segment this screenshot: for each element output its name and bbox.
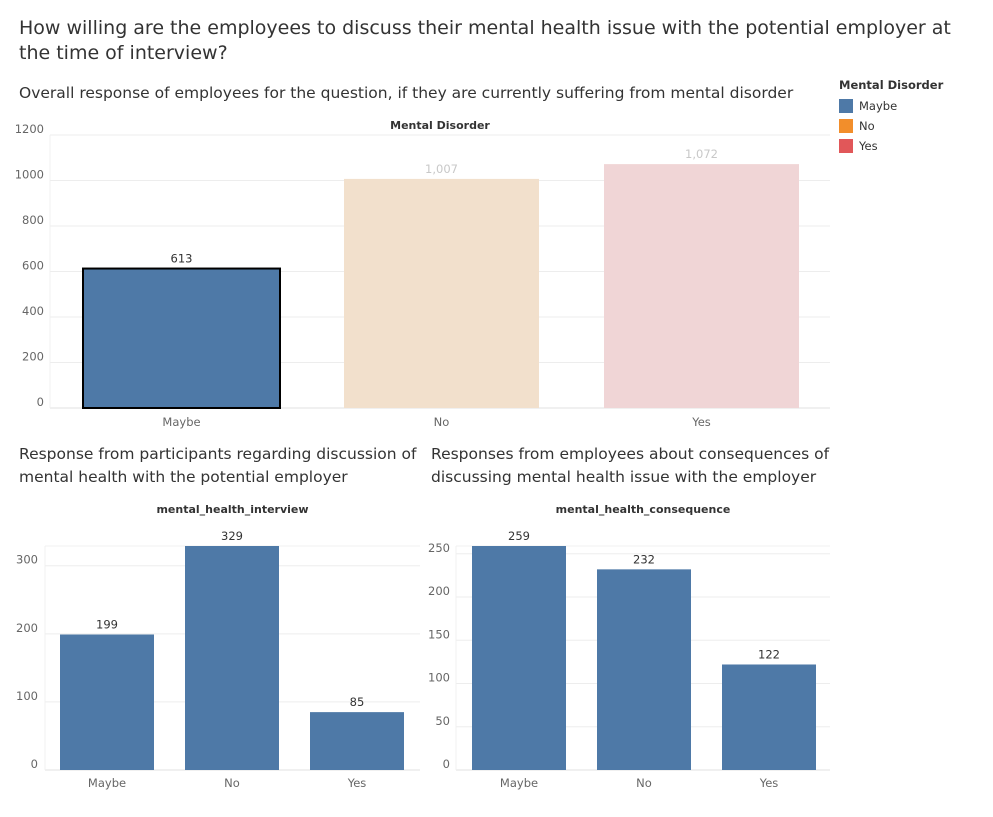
chart3-category-label-yes: Yes (759, 776, 779, 790)
chart3-bar-no (597, 569, 691, 770)
chart3-y-tick-label: 150 (428, 627, 450, 641)
chart2-header: mental_health_interview (156, 503, 308, 516)
chart1-y-tick-label: 800 (22, 213, 44, 227)
legend-label-yes: Yes (859, 139, 878, 153)
chart3-header: mental_health_consequence (556, 503, 731, 516)
chart2-y-tick-label: 100 (16, 689, 38, 703)
mental-disorder-chart: Mental Disorder 0 200 400 600 800 1000 1200 613 M… (15, 119, 830, 429)
chart3-y-tick-label: 200 (428, 584, 450, 598)
chart3-bar-yes (722, 664, 816, 770)
chart1-y-tick-label: 1200 (15, 122, 44, 136)
chart2-category-label-no: No (224, 776, 240, 790)
legend-item-maybe[interactable]: Maybe (839, 96, 943, 116)
legend-swatch-maybe (839, 99, 853, 113)
chart1-value-label-yes: 1,072 (685, 147, 718, 161)
chart1-bar-no (344, 178, 539, 408)
chart1-bar-yes (604, 164, 799, 408)
legend-swatch-yes (839, 139, 853, 153)
legend-label-maybe: Maybe (859, 99, 898, 113)
chart2-value-label-no: 329 (221, 529, 243, 543)
legend-label-no: No (859, 119, 875, 133)
chart1-value-label-maybe: 613 (171, 252, 193, 266)
chart1-category-label-no: No (434, 415, 450, 429)
chart3-subtitle: Responses from employees about consequen… (431, 445, 830, 486)
chart2-y-tick-label: 0 (31, 757, 38, 771)
chart3-category-label-no: No (636, 776, 652, 790)
chart2-y-tick-label: 300 (16, 553, 38, 567)
chart3-bar-maybe (472, 546, 566, 770)
chart2-value-label-maybe: 199 (96, 618, 118, 632)
chart3-y-tick-label: 0 (443, 757, 450, 771)
page-title: How willing are the employees to discuss… (19, 17, 951, 64)
chart1-category-label-yes: Yes (691, 415, 711, 429)
legend: Mental Disorder Maybe No Yes (839, 78, 943, 156)
chart1-category-label-maybe: Maybe (162, 415, 200, 429)
chart2-y-tick-label: 200 (16, 621, 38, 635)
mental-health-consequence-chart: mental_health_consequence 0 50 100 150 200 250… (428, 503, 830, 790)
chart3-y-tick-label: 50 (435, 714, 450, 728)
mental-health-interview-chart: mental_health_interview 0 100 200 300 199 Mayb… (16, 503, 420, 790)
legend-swatch-no (839, 119, 853, 133)
chart3-y-tick-label: 250 (428, 541, 450, 555)
legend-title: Mental Disorder (839, 78, 944, 92)
chart2-subtitle: Response from participants regarding dis… (19, 445, 417, 486)
legend-item-yes[interactable]: Yes (839, 136, 943, 156)
chart2-bar-no (185, 546, 279, 770)
chart2-bar-yes (310, 712, 404, 770)
legend-item-no[interactable]: No (839, 116, 943, 136)
chart2-value-label-yes: 85 (350, 695, 365, 709)
chart3-y-tick-label: 100 (428, 671, 450, 685)
chart1-bar-maybe (82, 267, 281, 409)
chart1-y-tick-label: 600 (22, 259, 44, 273)
chart3-value-label-no: 232 (633, 552, 655, 566)
chart2-bar-maybe (60, 634, 154, 770)
chart1-value-label-no: 1,007 (425, 162, 458, 176)
chart1-y-tick-label: 1000 (15, 168, 44, 182)
chart3-value-label-yes: 122 (758, 647, 780, 661)
chart3-value-label-maybe: 259 (508, 529, 530, 543)
chart1-subtitle: Overall response of employees for the qu… (19, 84, 794, 102)
chart2-category-label-yes: Yes (347, 776, 367, 790)
chart1-y-tick-label: 400 (22, 304, 44, 318)
chart1-header: Mental Disorder (390, 119, 490, 132)
chart1-y-tick-label: 200 (22, 350, 44, 364)
chart3-category-label-maybe: Maybe (500, 776, 538, 790)
chart1-y-tick-label: 0 (37, 395, 44, 409)
chart2-category-label-maybe: Maybe (88, 776, 126, 790)
